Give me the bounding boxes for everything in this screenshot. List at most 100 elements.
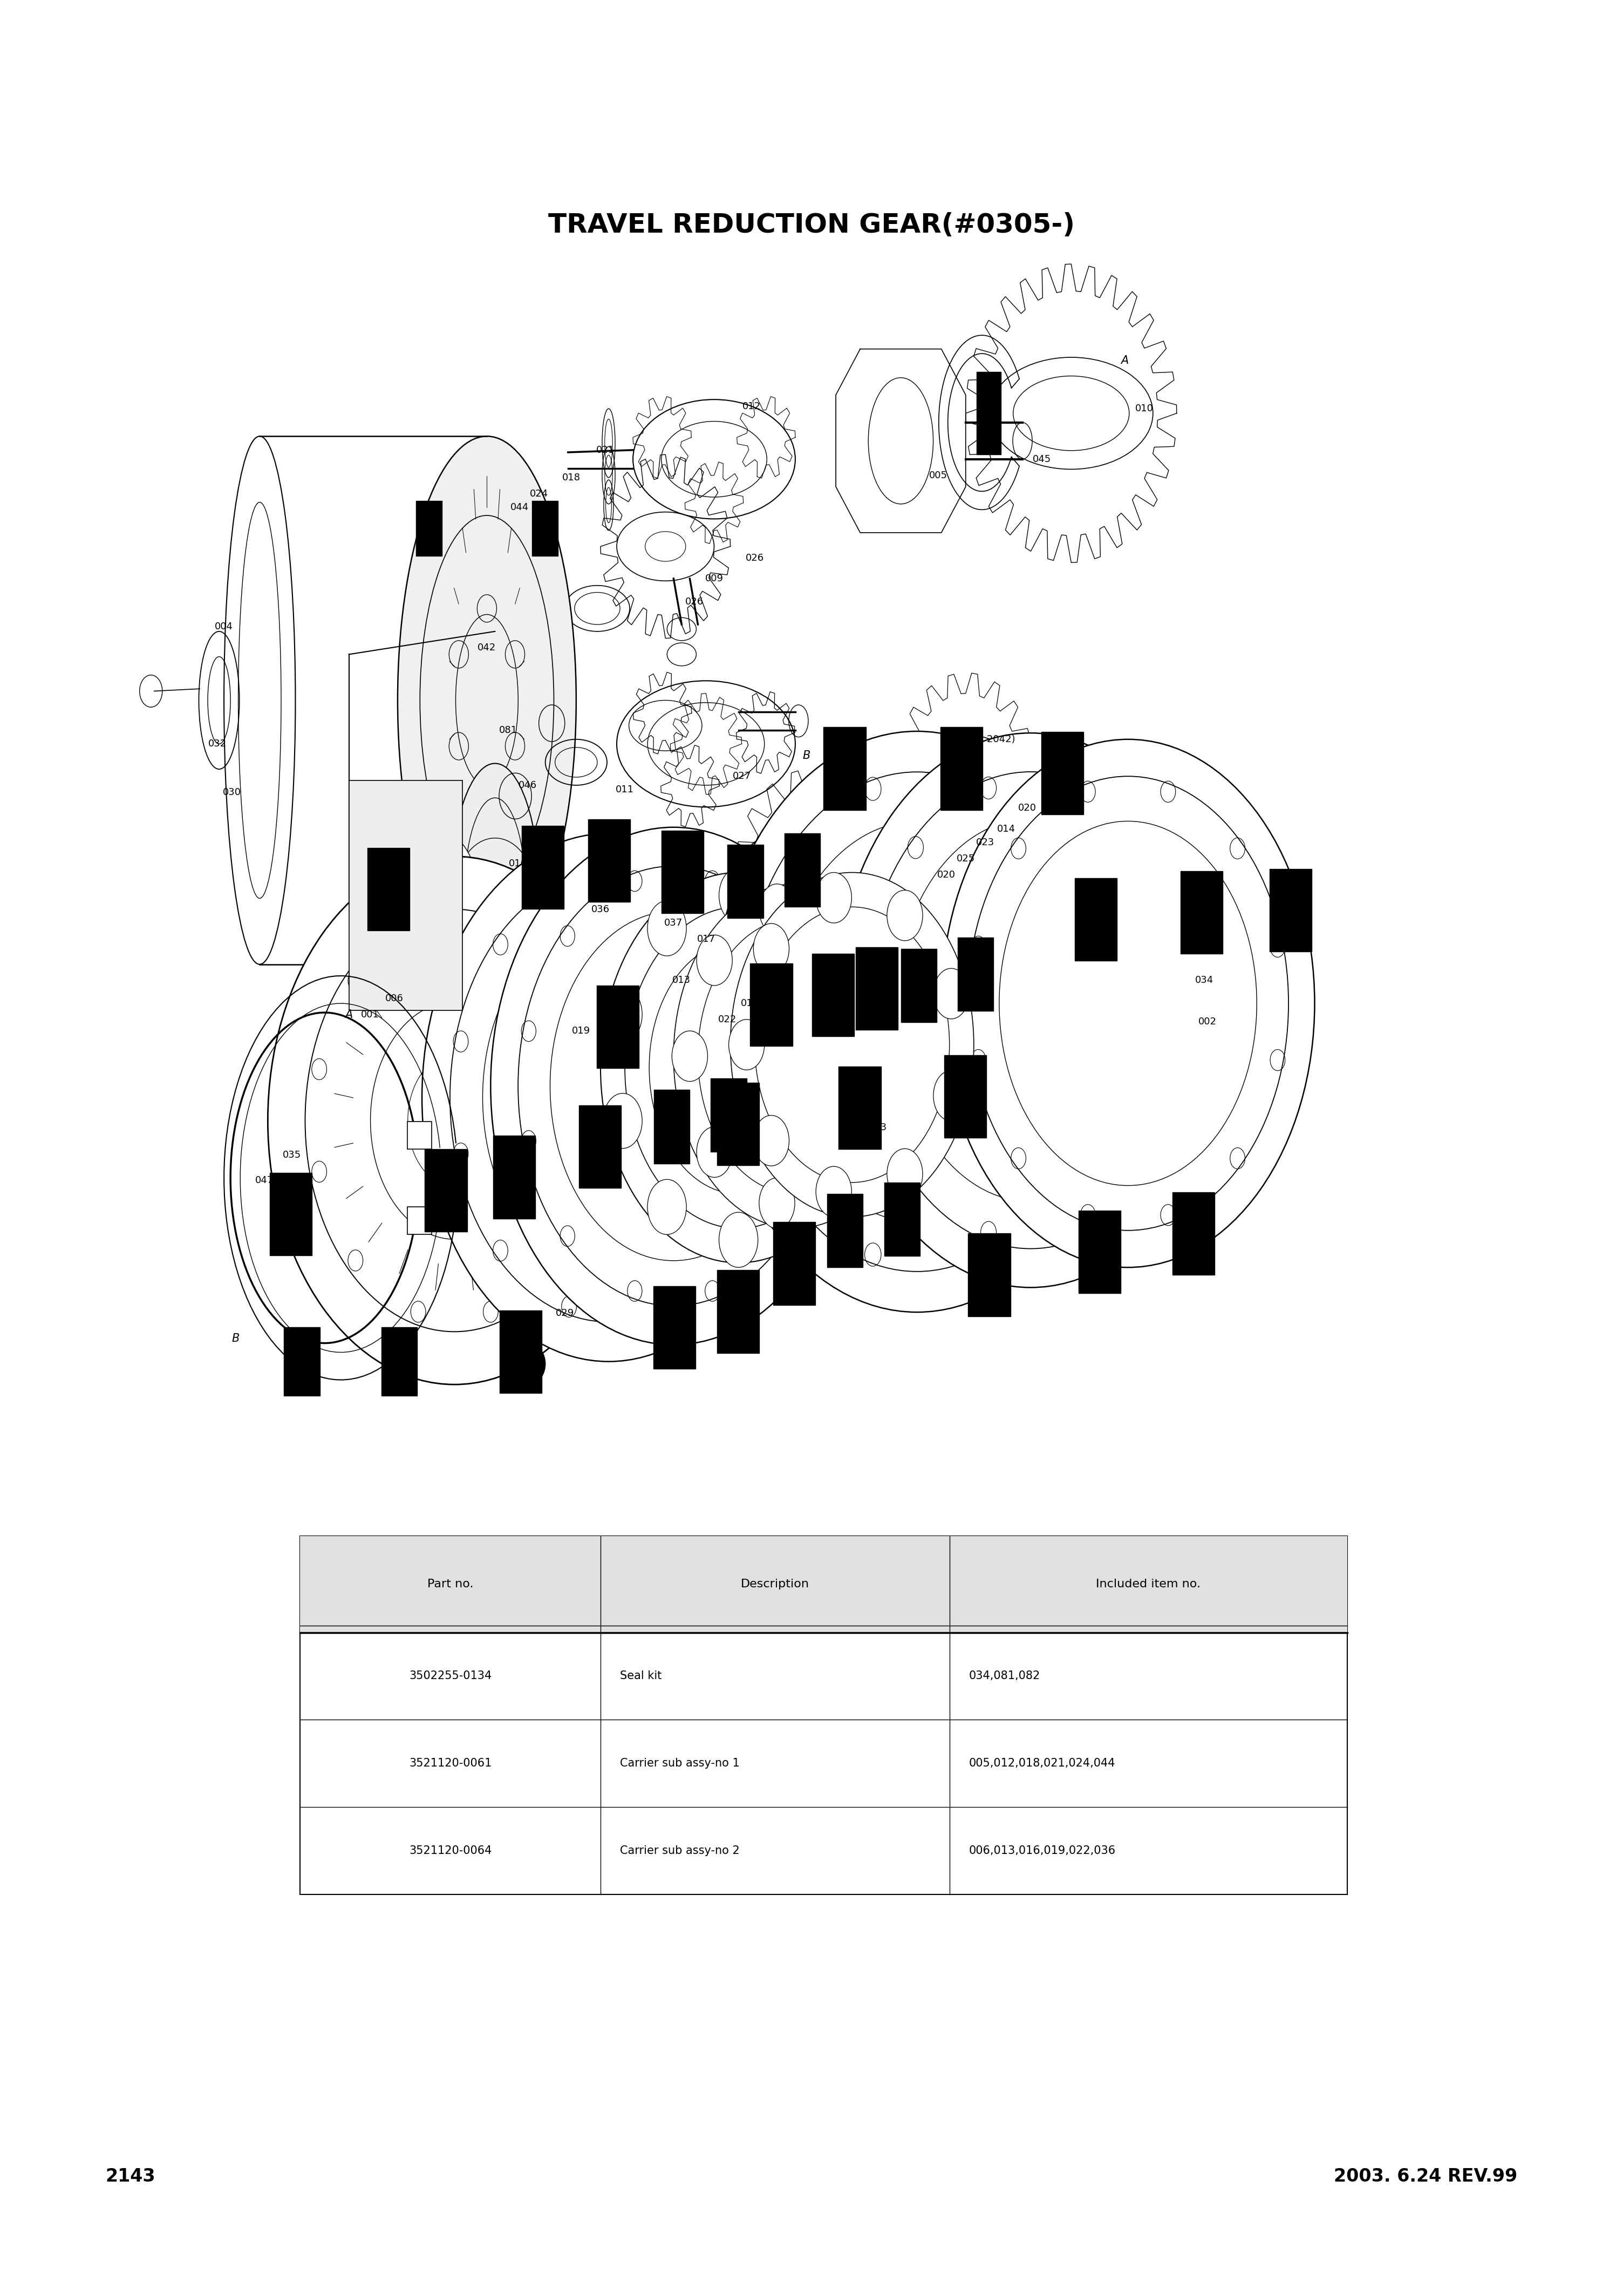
Text: 020: 020 <box>936 870 956 879</box>
Ellipse shape <box>834 732 1227 1288</box>
Circle shape <box>876 1081 912 1132</box>
Text: 025: 025 <box>956 854 975 863</box>
Ellipse shape <box>1000 822 1256 1185</box>
Ellipse shape <box>370 1001 539 1240</box>
Text: 027: 027 <box>732 771 751 781</box>
Text: 006: 006 <box>385 994 404 1003</box>
Bar <box>717 1270 760 1352</box>
Ellipse shape <box>967 776 1289 1231</box>
Circle shape <box>816 1166 852 1217</box>
Circle shape <box>760 884 795 934</box>
Bar <box>750 964 792 1047</box>
Text: 013: 013 <box>672 976 691 985</box>
Circle shape <box>753 1116 789 1166</box>
Ellipse shape <box>941 739 1315 1267</box>
Text: B: B <box>803 751 810 760</box>
Text: 011: 011 <box>615 785 635 794</box>
Text: 2143: 2143 <box>105 2167 156 2186</box>
Ellipse shape <box>896 820 1165 1201</box>
Text: 026: 026 <box>685 597 704 606</box>
Text: 019: 019 <box>740 999 760 1008</box>
Ellipse shape <box>420 517 553 886</box>
Ellipse shape <box>464 799 526 992</box>
Text: 033: 033 <box>868 1123 888 1132</box>
Bar <box>958 937 993 1010</box>
Circle shape <box>381 827 479 964</box>
Bar <box>711 1079 747 1153</box>
Bar <box>579 1104 622 1187</box>
Bar <box>654 1091 690 1164</box>
Circle shape <box>519 1345 545 1382</box>
Text: 021: 021 <box>596 445 615 455</box>
Ellipse shape <box>698 918 893 1194</box>
Text: 026: 026 <box>745 553 764 563</box>
Bar <box>284 1327 320 1396</box>
Ellipse shape <box>398 436 576 964</box>
Bar <box>940 728 982 810</box>
Text: A: A <box>1121 356 1128 365</box>
Text: 044: 044 <box>510 503 529 512</box>
Text: 082: 082 <box>964 1088 984 1097</box>
Bar <box>828 1194 863 1267</box>
Circle shape <box>876 980 912 1031</box>
Bar <box>1269 870 1311 953</box>
Text: C (SEE 2042): C (SEE 2042) <box>951 735 1016 744</box>
Text: 024: 024 <box>529 489 549 498</box>
Text: Part no.: Part no. <box>427 1580 474 1589</box>
Circle shape <box>829 902 867 953</box>
Text: 019: 019 <box>571 1026 591 1035</box>
Text: 032: 032 <box>208 739 227 748</box>
Ellipse shape <box>711 730 1121 1313</box>
Ellipse shape <box>550 912 797 1261</box>
Bar <box>349 781 463 1010</box>
Text: Seal kit: Seal kit <box>620 1671 662 1681</box>
Circle shape <box>672 1031 708 1081</box>
Text: 036: 036 <box>591 905 610 914</box>
Bar <box>407 1120 432 1148</box>
Circle shape <box>719 868 758 923</box>
Bar <box>855 948 898 1031</box>
Circle shape <box>719 1212 758 1267</box>
Text: 047: 047 <box>255 1176 274 1185</box>
Ellipse shape <box>482 918 735 1277</box>
Bar <box>784 833 820 907</box>
Text: 020: 020 <box>1018 804 1037 813</box>
Ellipse shape <box>740 771 1094 1272</box>
Ellipse shape <box>490 827 857 1345</box>
Circle shape <box>648 1180 687 1235</box>
Ellipse shape <box>625 907 852 1228</box>
Text: A: A <box>346 1010 352 1019</box>
Text: Carrier sub assy-no 1: Carrier sub assy-no 1 <box>620 1759 740 1768</box>
Ellipse shape <box>755 907 949 1182</box>
Bar <box>812 953 854 1035</box>
Text: 3502255-0134: 3502255-0134 <box>409 1671 492 1681</box>
Bar <box>773 1221 815 1304</box>
Text: Description: Description <box>740 1580 810 1589</box>
Polygon shape <box>836 349 966 533</box>
Bar <box>493 1137 536 1219</box>
Text: 010: 010 <box>1134 404 1154 413</box>
Circle shape <box>604 987 643 1042</box>
Circle shape <box>933 969 969 1019</box>
Circle shape <box>886 891 922 941</box>
Bar <box>901 948 936 1022</box>
Circle shape <box>886 1148 922 1199</box>
Ellipse shape <box>268 856 641 1384</box>
Bar <box>367 847 409 930</box>
Text: 016: 016 <box>508 859 527 868</box>
Circle shape <box>696 934 732 985</box>
Circle shape <box>829 1159 867 1210</box>
Text: 3521120-0064: 3521120-0064 <box>409 1846 492 1855</box>
Bar <box>532 845 558 900</box>
Text: 012: 012 <box>742 402 761 411</box>
Text: 3521120-0061: 3521120-0061 <box>409 1759 492 1768</box>
Bar <box>662 831 704 914</box>
Bar <box>407 1208 432 1235</box>
Text: 034,081,082: 034,081,082 <box>969 1671 1040 1681</box>
Text: 030: 030 <box>222 788 242 797</box>
Bar <box>1074 877 1117 960</box>
Text: 018: 018 <box>562 473 581 482</box>
Text: TRAVEL REDUCTION GEAR(#0305-): TRAVEL REDUCTION GEAR(#0305-) <box>549 211 1074 239</box>
Text: 081: 081 <box>498 726 518 735</box>
Text: Included item no.: Included item no. <box>1096 1580 1201 1589</box>
